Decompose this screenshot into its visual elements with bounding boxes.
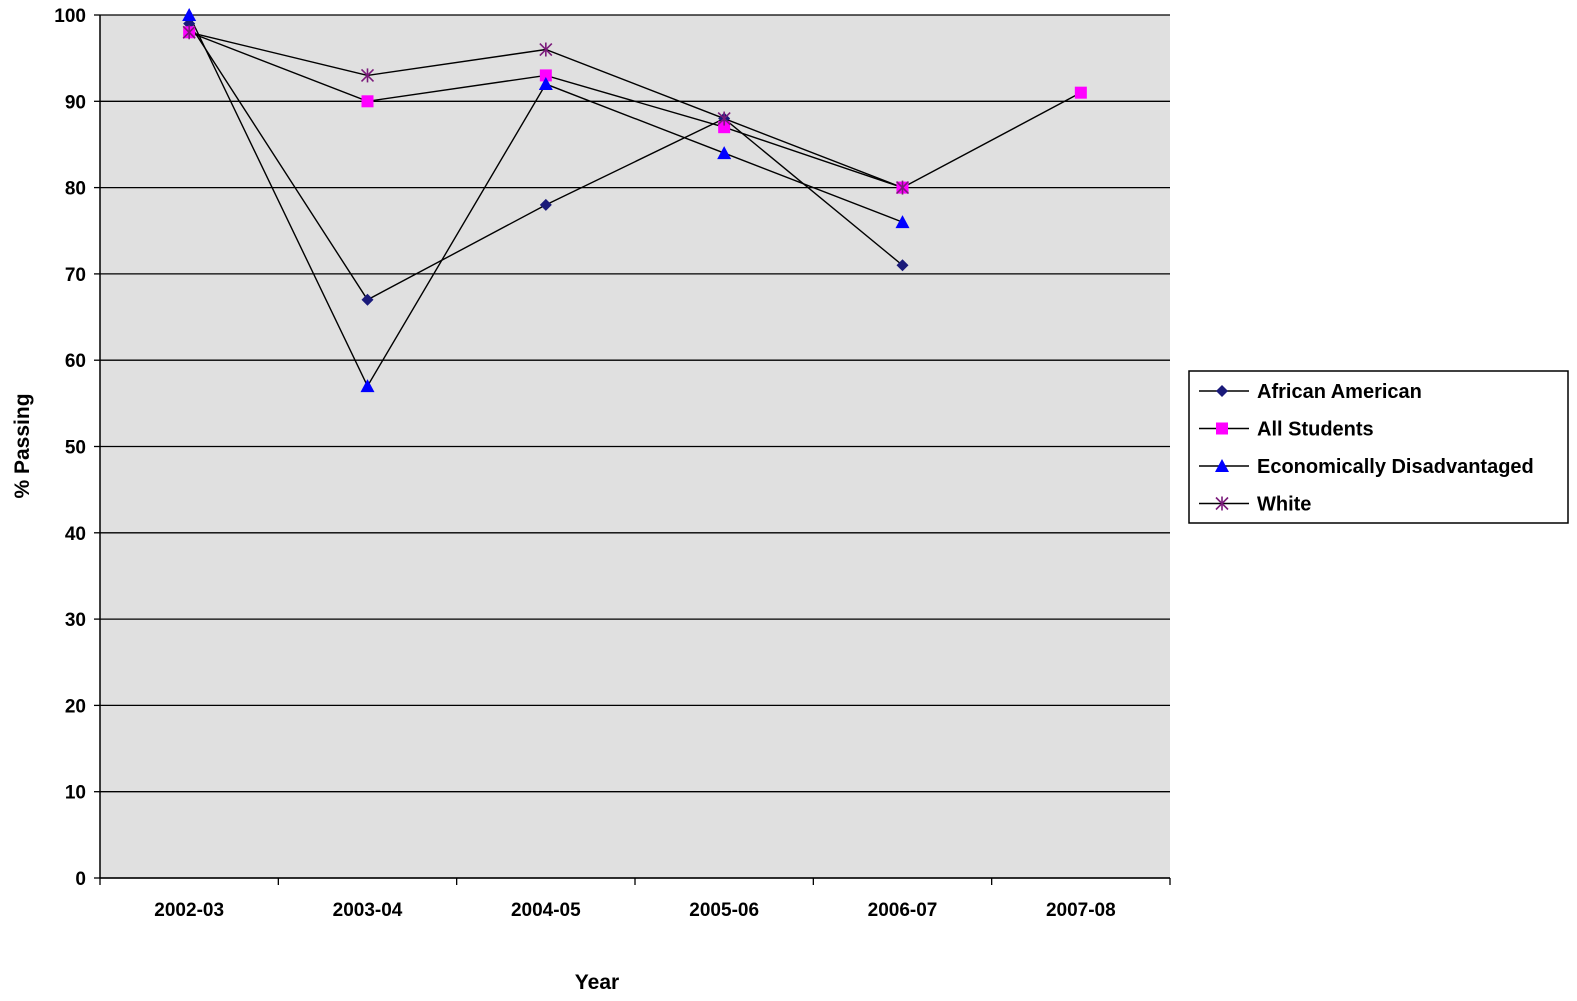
- x-tick-label: 2004-05: [511, 900, 581, 921]
- y-tick-label: 80: [65, 179, 86, 200]
- data-point-economically-disadvantaged: [717, 146, 732, 160]
- y-tick-label: 50: [65, 438, 86, 459]
- series-markers: [182, 8, 1087, 393]
- x-tick-label: 2006-07: [868, 900, 938, 921]
- y-tick-label: 60: [65, 351, 86, 372]
- data-point-all-students: [361, 95, 374, 108]
- legend-marker-african-american: [1216, 385, 1228, 397]
- data-point-all-students: [539, 69, 552, 82]
- y-tick-label: 10: [65, 783, 86, 804]
- axes: [94, 14, 1171, 885]
- y-tick-label: 70: [65, 265, 86, 286]
- data-point-african-american: [896, 259, 909, 272]
- x-tick-label: 2007-08: [1046, 900, 1116, 921]
- series-line-all-students: [188, 31, 1082, 189]
- x-tick-labels: 2002-03 2003-04 2004-05 2005-06 2006-07 2007-…: [154, 900, 1115, 921]
- legend-label-economically-disadvantaged: Economically Disadvantaged: [1257, 456, 1534, 478]
- data-point-african-american: [361, 293, 374, 306]
- y-tick-label: 0: [75, 869, 86, 890]
- legend-marker-white: [1215, 496, 1229, 511]
- x-tick-label: 2005-06: [689, 900, 759, 921]
- data-point-white: [717, 111, 731, 126]
- data-point-white: [895, 180, 910, 195]
- data-point-economically-disadvantaged: [895, 215, 910, 229]
- data-point-african-american: [539, 198, 552, 211]
- legend-marker-economically-disadvantaged: [1215, 459, 1229, 472]
- legend-box: [1188, 370, 1569, 524]
- legend-label-all-students: All Students: [1257, 419, 1374, 441]
- y-tick-label: 100: [54, 6, 86, 27]
- data-point-white: [360, 68, 375, 83]
- legend: African American All Students Economically…: [1188, 370, 1569, 524]
- y-tick-label: 30: [65, 610, 86, 631]
- y-axis-title: % Passing: [11, 393, 34, 498]
- data-point-white: [539, 42, 553, 57]
- x-axis-title: Year: [575, 971, 619, 994]
- x-tick-label: 2003-04: [333, 900, 403, 921]
- data-point-economically-disadvantaged: [360, 379, 375, 393]
- data-point-economically-disadvantaged: [538, 77, 553, 91]
- x-tick-label: 2002-03: [154, 900, 224, 921]
- data-point-all-students: [718, 121, 731, 134]
- legend-label-white: White: [1257, 494, 1311, 516]
- y-tick-label: 40: [65, 524, 86, 545]
- y-tick-label: 20: [65, 696, 86, 717]
- data-point-economically-disadvantaged: [182, 8, 197, 21]
- y-tick-labels: 0 10 20 30 40 50 60 70 80 90 100: [54, 6, 86, 890]
- data-point-all-students: [1074, 86, 1087, 99]
- data-point-white: [182, 25, 196, 40]
- legend-label-african-american: African American: [1257, 381, 1422, 403]
- legend-marker-all-students: [1216, 422, 1228, 435]
- y-tick-label: 90: [65, 92, 86, 113]
